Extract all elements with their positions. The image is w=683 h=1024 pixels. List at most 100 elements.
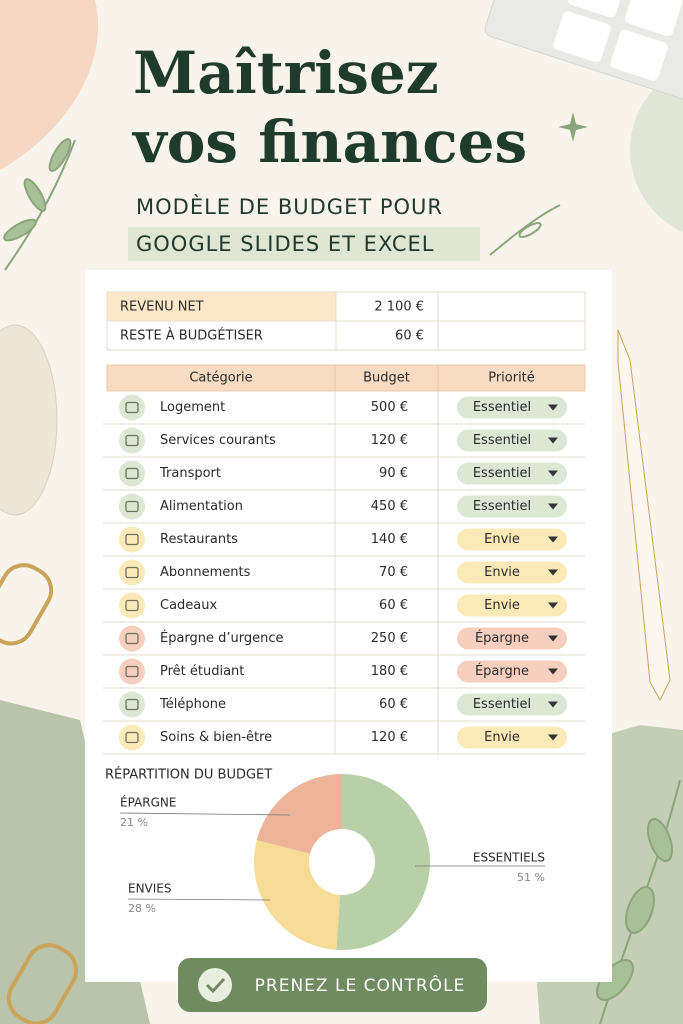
summary-value: 60 € xyxy=(395,329,424,344)
pen xyxy=(617,329,671,702)
budget-amount: 60 € xyxy=(379,598,408,613)
column-header: Priorité xyxy=(488,371,535,386)
budget-amount: 70 € xyxy=(379,565,408,580)
column-header: Budget xyxy=(363,371,410,386)
priority-pill[interactable] xyxy=(457,495,567,518)
summary-label: REVENU NET xyxy=(120,300,204,315)
priority-pill[interactable] xyxy=(457,660,567,683)
dropdown-arrow xyxy=(548,602,558,609)
icon-glyph xyxy=(125,599,139,612)
title-line: Maîtrisez xyxy=(133,39,439,107)
category-icon xyxy=(119,526,145,553)
summary-value: 2 100 € xyxy=(374,300,424,315)
check-mark xyxy=(205,977,226,994)
priority-pill[interactable] xyxy=(457,396,567,419)
sparkle xyxy=(558,112,588,142)
budget-amount: 500 € xyxy=(371,400,408,415)
category-icon xyxy=(119,460,145,487)
category-icon xyxy=(119,493,145,520)
category-icon xyxy=(119,658,145,685)
category-name: Transport xyxy=(159,466,221,481)
icon-glyph xyxy=(125,731,139,744)
donut-slice xyxy=(336,774,430,950)
budget-amount: 120 € xyxy=(371,730,408,745)
icon-glyph xyxy=(125,401,139,414)
icon-glyph xyxy=(125,533,139,546)
keyboard xyxy=(484,0,683,104)
dropdown-arrow xyxy=(548,437,558,444)
summary-cell xyxy=(106,320,337,351)
priority-pill[interactable] xyxy=(457,429,567,452)
priority-label: Essentiel xyxy=(473,400,531,415)
priority-label: Essentiel xyxy=(473,499,531,514)
priority-pill[interactable] xyxy=(457,627,567,650)
icon-glyph xyxy=(125,500,139,513)
priority-pill[interactable] xyxy=(457,528,567,551)
dropdown-arrow xyxy=(548,668,558,675)
dropdown-arrow xyxy=(548,701,558,708)
priority-label: Épargne xyxy=(475,630,529,646)
check-icon xyxy=(198,968,232,1002)
budget-amount: 450 € xyxy=(371,499,408,514)
priority-label: Envie xyxy=(484,532,520,547)
sheet-content: REVENU NET 2 100 € RESTE À BUDGÉTISER 60 € C… xyxy=(103,291,586,950)
summary-cell xyxy=(335,320,439,351)
priority-pill[interactable] xyxy=(457,594,567,617)
category-icon xyxy=(119,559,145,586)
dropdown-arrow xyxy=(548,734,558,741)
donut-slice xyxy=(254,840,340,950)
column-header: Catégorie xyxy=(189,371,252,386)
icon-glyph xyxy=(125,467,139,480)
icon-glyph xyxy=(125,698,139,711)
slice-label: ÉPARGNE xyxy=(120,795,176,810)
priority-label: Essentiel xyxy=(473,697,531,712)
category-icon xyxy=(119,592,145,619)
category-name: Restaurants xyxy=(160,532,238,547)
budget-amount: 60 € xyxy=(379,697,408,712)
priority-pill[interactable] xyxy=(457,693,567,716)
summary-cell xyxy=(106,291,337,322)
priority-pill[interactable] xyxy=(457,462,567,485)
subtitle: MODÈLE DE BUDGET POUR xyxy=(136,194,443,219)
priority-label: Envie xyxy=(484,565,520,580)
category-icon xyxy=(119,724,145,751)
priority-label: Épargne xyxy=(475,663,529,679)
priority-label: Envie xyxy=(484,730,520,745)
paper-clips xyxy=(0,563,79,1024)
subtitle: GOOGLE SLIDES ET EXCEL xyxy=(136,232,434,256)
leader-line xyxy=(127,898,271,901)
category-name: Services courants xyxy=(160,433,276,448)
category-icon xyxy=(119,625,145,652)
header-cell xyxy=(437,364,586,392)
header-cell xyxy=(106,364,336,392)
category-name: Téléphone xyxy=(159,697,226,712)
summary-label: RESTE À BUDGÉTISER xyxy=(120,328,263,344)
category-name: Épargne d’urgence xyxy=(160,630,284,646)
dropdown-arrow xyxy=(548,536,558,543)
cta-button[interactable] xyxy=(178,958,487,1012)
budget-amount: 120 € xyxy=(371,433,408,448)
priority-label: Essentiel xyxy=(473,433,531,448)
title-line: vos finances xyxy=(131,108,527,176)
header-cell xyxy=(334,364,439,392)
budget-amount: 140 € xyxy=(371,532,408,547)
category-icon xyxy=(119,427,145,454)
dropdown-arrow xyxy=(548,503,558,510)
category-name: Alimentation xyxy=(160,499,243,514)
leader-line xyxy=(119,812,291,816)
category-name: Prêt étudiant xyxy=(160,664,244,679)
budget-amount: 90 € xyxy=(379,466,408,481)
category-icon xyxy=(119,691,145,718)
subtitle-highlight xyxy=(128,227,480,261)
category-icon xyxy=(119,394,145,421)
slice-percent: 28 % xyxy=(128,902,156,915)
slice-percent: 21 % xyxy=(120,816,148,829)
slice-percent: 51 % xyxy=(517,871,545,884)
category-name: Abonnements xyxy=(160,565,251,580)
peach-blob xyxy=(0,0,99,170)
icon-glyph xyxy=(125,665,139,678)
priority-pill[interactable] xyxy=(457,561,567,584)
slice-label: ENVIES xyxy=(128,882,172,896)
priority-pill[interactable] xyxy=(457,726,567,749)
